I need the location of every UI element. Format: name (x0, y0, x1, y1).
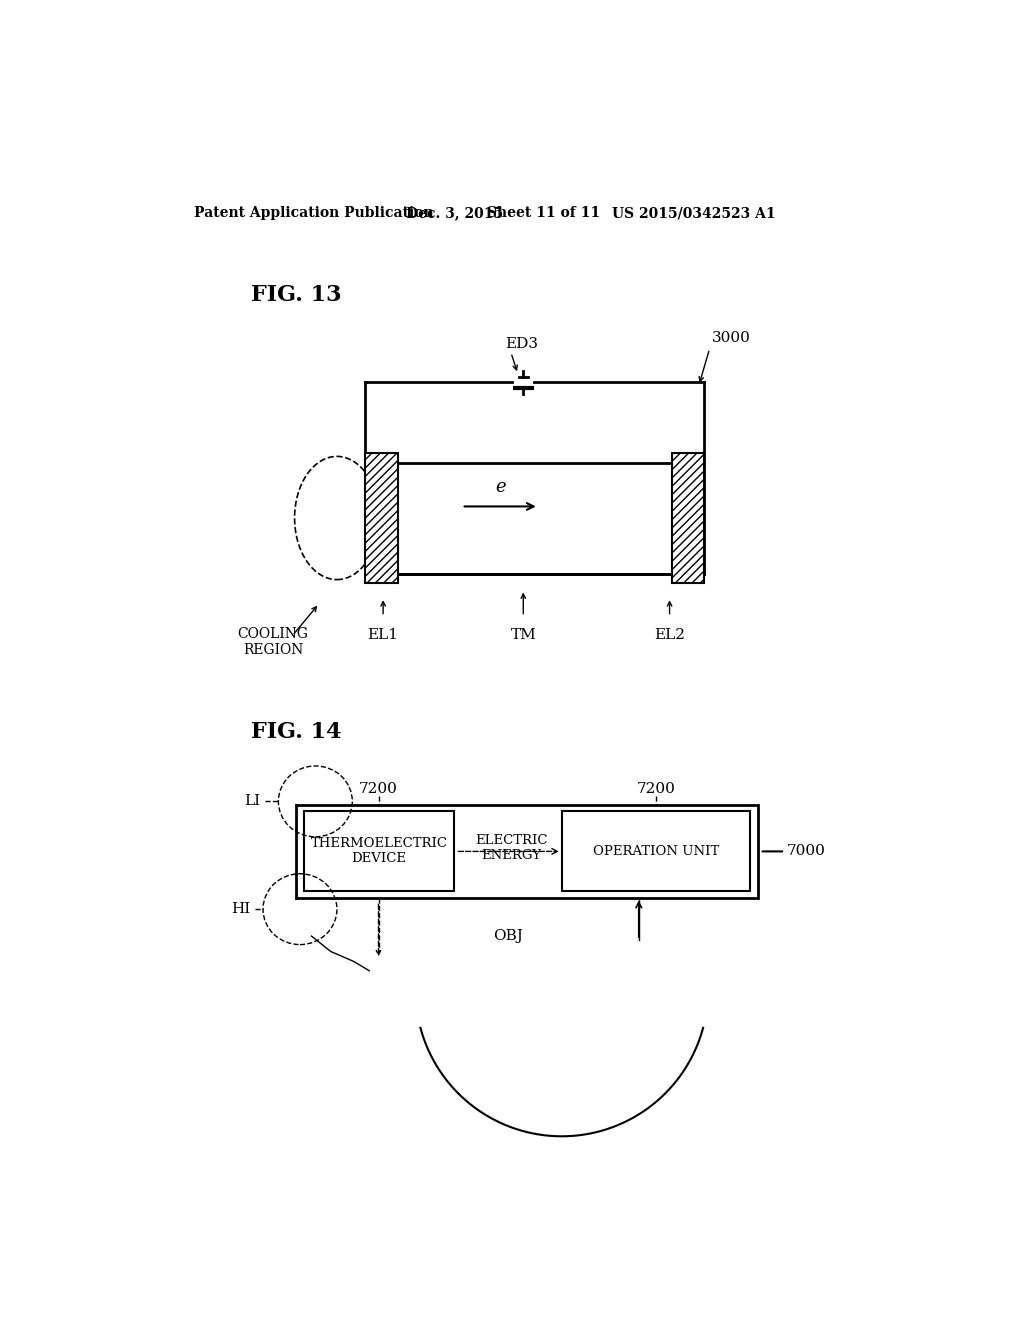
Text: COOLING
REGION: COOLING REGION (238, 627, 308, 657)
Text: 7200: 7200 (359, 781, 398, 796)
Text: Patent Application Publication: Patent Application Publication (194, 206, 433, 220)
Bar (562, 812, 751, 891)
Text: 7000: 7000 (786, 845, 825, 858)
Bar (366, 453, 397, 583)
Text: ED3: ED3 (506, 337, 539, 351)
Text: ELECTRIC
ENERGY: ELECTRIC ENERGY (475, 833, 548, 862)
Text: LI: LI (244, 795, 260, 808)
Bar (296, 805, 758, 898)
Text: EL2: EL2 (654, 628, 685, 642)
Text: 3000: 3000 (712, 331, 751, 345)
Text: FIG. 13: FIG. 13 (252, 284, 342, 306)
Bar (366, 462, 705, 574)
Text: US 2015/0342523 A1: US 2015/0342523 A1 (611, 206, 775, 220)
Bar (304, 812, 454, 891)
Text: Dec. 3, 2015: Dec. 3, 2015 (407, 206, 504, 220)
Text: OBJ: OBJ (493, 929, 523, 942)
Text: HI: HI (230, 902, 250, 916)
Text: TM: TM (510, 628, 537, 642)
Text: Sheet 11 of 11: Sheet 11 of 11 (487, 206, 600, 220)
Text: 7200: 7200 (636, 781, 675, 796)
Text: FIG. 14: FIG. 14 (252, 721, 342, 742)
Text: THERMOELECTRIC
DEVICE: THERMOELECTRIC DEVICE (310, 837, 447, 866)
Bar (672, 453, 705, 583)
Text: OPERATION UNIT: OPERATION UNIT (593, 845, 719, 858)
Text: e: e (495, 478, 506, 496)
Text: EL1: EL1 (368, 628, 398, 642)
